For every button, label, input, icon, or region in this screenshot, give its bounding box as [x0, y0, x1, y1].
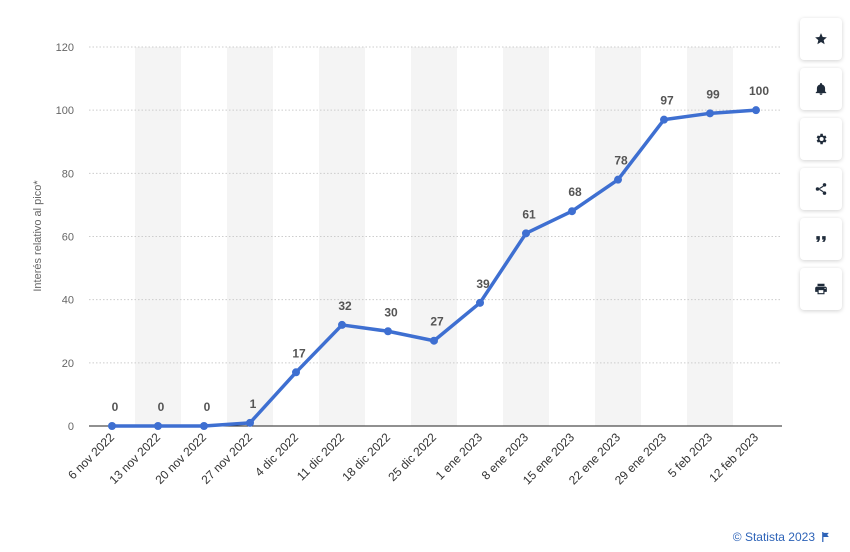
data-point — [614, 175, 622, 184]
data-point — [430, 336, 438, 345]
bell-icon — [815, 82, 827, 95]
data-label: 27 — [430, 315, 444, 329]
share-icon — [815, 183, 827, 195]
data-point — [200, 422, 208, 430]
data-point — [568, 207, 576, 216]
data-point — [292, 368, 300, 377]
data-label: 0 — [204, 400, 211, 414]
x-tick-label: 1 ene 2023 — [433, 430, 486, 483]
data-point — [384, 327, 392, 336]
y-tick-label: 60 — [62, 232, 74, 244]
chart-area: 0 20 40 60 80 100 120 Interés relativo al pico… — [32, 42, 782, 487]
data-point — [752, 106, 760, 115]
quote-icon — [816, 236, 826, 242]
x-tick-label: 25 dic 2022 — [385, 430, 439, 484]
data-label: 0 — [158, 400, 165, 414]
data-point — [706, 109, 714, 118]
data-label: 1 — [250, 397, 257, 411]
gear-icon — [816, 133, 827, 145]
y-axis-label: Interés relativo al pico* — [32, 180, 44, 292]
data-point — [154, 422, 162, 430]
data-label: 17 — [292, 346, 306, 360]
y-tick-label: 100 — [56, 105, 74, 117]
favorite-button[interactable] — [800, 18, 842, 60]
data-label: 68 — [568, 185, 582, 199]
x-tick-label: 18 dic 2022 — [339, 430, 393, 484]
cite-button[interactable] — [800, 218, 842, 260]
notification-button[interactable] — [800, 68, 842, 110]
y-tick-label: 0 — [68, 421, 74, 433]
y-tick-label: 40 — [62, 295, 74, 307]
x-tick-label: 12 feb 2023 — [706, 430, 761, 485]
data-point — [246, 418, 254, 427]
data-point — [660, 115, 668, 124]
y-tick-label: 20 — [62, 358, 74, 370]
data-label: 97 — [660, 94, 674, 108]
data-label: 39 — [476, 277, 490, 291]
data-point — [108, 422, 116, 430]
settings-button[interactable] — [800, 118, 842, 160]
data-label: 32 — [338, 299, 352, 313]
data-point — [338, 320, 346, 329]
data-label: 30 — [384, 305, 398, 319]
y-tick-label: 80 — [62, 168, 74, 180]
chart-toolbar — [800, 18, 842, 318]
data-point — [476, 298, 484, 307]
data-label: 0 — [112, 400, 119, 414]
data-label: 100 — [749, 84, 769, 98]
data-label: 99 — [706, 87, 720, 101]
data-label: 78 — [614, 154, 628, 168]
x-tick-label: 4 dic 2022 — [252, 430, 301, 479]
print-icon — [815, 283, 827, 295]
star-icon — [815, 33, 827, 45]
y-tick-label: 120 — [56, 42, 74, 54]
statista-credit[interactable]: © Statista 2023 — [733, 530, 830, 544]
data-point — [522, 229, 530, 238]
credit-text[interactable]: © Statista 2023 — [732, 530, 815, 544]
flag-icon — [822, 532, 829, 542]
print-button[interactable] — [800, 268, 842, 310]
share-button[interactable] — [800, 168, 842, 210]
data-label: 61 — [522, 207, 536, 221]
